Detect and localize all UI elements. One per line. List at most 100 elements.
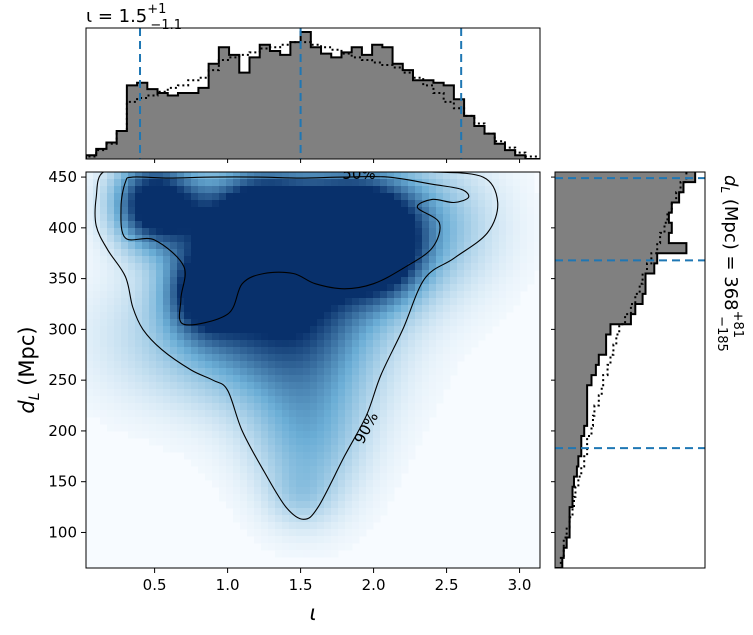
- heatmap-cell: [282, 438, 290, 446]
- heatmap-cell: [352, 249, 360, 257]
- heatmap-cell: [219, 452, 227, 460]
- heatmap-cell: [240, 508, 248, 516]
- heatmap-cell: [296, 543, 304, 551]
- heatmap-cell: [198, 403, 206, 411]
- heatmap-cell: [534, 249, 540, 257]
- heatmap-cell: [149, 319, 157, 327]
- heatmap-cell: [233, 494, 241, 502]
- heatmap-cell: [352, 312, 360, 320]
- heatmap-cell: [436, 270, 444, 278]
- heatmap-cell: [492, 263, 500, 271]
- heatmap-cell: [268, 438, 276, 446]
- heatmap-cell: [366, 382, 374, 390]
- heatmap-cell: [191, 193, 199, 201]
- heatmap-cell: [387, 179, 395, 187]
- heatmap-cell: [247, 403, 255, 411]
- heatmap-cell: [450, 284, 458, 292]
- heatmap-cell: [289, 333, 297, 341]
- heatmap-cell: [310, 193, 318, 201]
- heatmap-cell: [366, 501, 374, 509]
- heatmap-cell: [93, 214, 101, 222]
- heatmap-cell: [373, 270, 381, 278]
- heatmap-cell: [226, 179, 234, 187]
- heatmap-cell: [93, 340, 101, 348]
- heatmap-cell: [121, 389, 129, 397]
- heatmap-cell: [86, 298, 94, 306]
- heatmap-cell: [408, 417, 416, 425]
- heatmap-cell: [240, 340, 248, 348]
- heatmap-cell: [331, 354, 339, 362]
- heatmap-cell: [345, 375, 353, 383]
- heatmap-cell: [401, 375, 409, 383]
- heatmap-cell: [156, 228, 164, 236]
- heatmap-cell: [324, 368, 332, 376]
- heatmap-cell: [345, 172, 353, 180]
- heatmap-cell: [303, 473, 311, 481]
- heatmap-cell: [380, 389, 388, 397]
- heatmap-cell: [310, 438, 318, 446]
- heatmap-cell: [408, 431, 416, 439]
- heatmap-cell: [415, 291, 423, 299]
- heatmap-cell: [135, 277, 143, 285]
- heatmap-cell: [387, 312, 395, 320]
- heatmap-cell: [93, 347, 101, 355]
- heatmap-cell: [268, 242, 276, 250]
- heatmap-cell: [254, 515, 262, 523]
- heatmap-cell: [534, 228, 540, 236]
- heatmap-cell: [331, 179, 339, 187]
- heatmap-cell: [331, 319, 339, 327]
- heatmap-cell: [254, 501, 262, 509]
- heatmap-cell: [450, 207, 458, 215]
- heatmap-cell: [464, 228, 472, 236]
- heatmap-cell: [289, 410, 297, 418]
- heatmap-cell: [373, 494, 381, 502]
- heatmap-cell: [331, 277, 339, 285]
- heatmap-cell: [366, 228, 374, 236]
- heatmap-cell: [345, 270, 353, 278]
- heatmap-cell: [100, 207, 108, 215]
- heatmap-cell: [254, 277, 262, 285]
- heatmap-cell: [380, 298, 388, 306]
- heatmap-cell: [443, 193, 451, 201]
- heatmap-cell: [296, 333, 304, 341]
- heatmap-cell: [149, 277, 157, 285]
- heatmap-cell: [478, 291, 486, 299]
- heatmap-cell: [128, 228, 136, 236]
- heatmap-cell: [499, 200, 507, 208]
- heatmap-cell: [408, 347, 416, 355]
- heatmap-cell: [296, 368, 304, 376]
- heatmap-cell: [205, 340, 213, 348]
- heatmap-cell: [93, 228, 101, 236]
- heatmap-cell: [135, 256, 143, 264]
- heatmap-cell: [499, 305, 507, 313]
- heatmap-cell: [296, 305, 304, 313]
- heatmap-cell: [261, 179, 269, 187]
- heatmap-cell: [233, 368, 241, 376]
- heatmap-cell: [464, 284, 472, 292]
- heatmap-cell: [233, 186, 241, 194]
- heatmap-cell: [275, 256, 283, 264]
- heatmap-cell: [415, 326, 423, 334]
- heatmap-cell: [268, 193, 276, 201]
- heatmap-cell: [296, 228, 304, 236]
- heatmap-cell: [170, 277, 178, 285]
- heatmap-cell: [142, 333, 150, 341]
- heatmap-cell: [100, 375, 108, 383]
- heatmap-cell: [156, 270, 164, 278]
- heatmap-cell: [121, 263, 129, 271]
- heatmap-cell: [107, 424, 115, 432]
- heatmap-cell: [247, 389, 255, 397]
- heatmap-cell: [373, 410, 381, 418]
- heatmap-cell: [443, 319, 451, 327]
- heatmap-cell: [317, 473, 325, 481]
- heatmap-cell: [345, 186, 353, 194]
- heatmap-cell: [100, 354, 108, 362]
- heatmap-cell: [303, 466, 311, 474]
- heatmap-cell: [345, 277, 353, 285]
- heatmap-cell: [408, 375, 416, 383]
- heatmap-cell: [317, 501, 325, 509]
- heatmap-cell: [415, 375, 423, 383]
- heatmap-cell: [128, 235, 136, 243]
- heatmap-cell: [149, 361, 157, 369]
- heatmap-cell: [282, 375, 290, 383]
